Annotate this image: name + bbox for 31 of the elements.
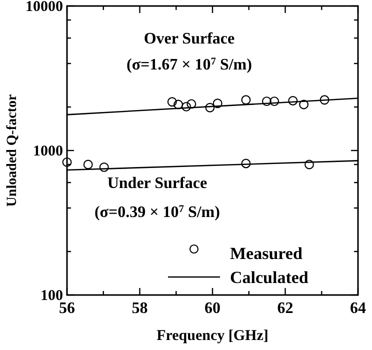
x-tick-label: 64	[350, 300, 366, 317]
annotation: Under Surface	[107, 175, 208, 192]
point	[174, 100, 184, 110]
annotation: (σ=0.39 × 10$^{7}$ S/m)	[94, 203, 220, 221]
point	[288, 96, 298, 106]
annotation: (σ=1.67 × 10$^{7}$ S/m)	[126, 56, 252, 74]
point	[99, 162, 109, 172]
point	[205, 102, 215, 112]
point	[241, 95, 251, 105]
y-tick-label: 1000	[33, 144, 63, 160]
point	[167, 97, 177, 107]
point	[304, 160, 314, 170]
y-axis-title: Unloaded Q-factor	[5, 94, 20, 207]
point	[241, 158, 251, 168]
x-tick-label: 60	[204, 300, 220, 317]
point	[83, 160, 93, 170]
point	[320, 95, 330, 105]
point	[270, 96, 280, 106]
point	[262, 96, 272, 106]
x-tick-label: 62	[277, 300, 294, 317]
x-tick-label: 58	[132, 300, 148, 317]
point	[182, 102, 192, 112]
y-tick-label: 10000	[26, 0, 63, 15]
point	[299, 100, 309, 110]
legend-label: Calculated	[230, 268, 309, 287]
x-axis-title: Frequency [GHz]	[156, 328, 268, 344]
legend-label: Measured	[230, 244, 303, 263]
annotation: Over Surface	[144, 30, 235, 48]
point	[212, 98, 222, 108]
point	[62, 157, 72, 167]
point	[186, 99, 196, 109]
